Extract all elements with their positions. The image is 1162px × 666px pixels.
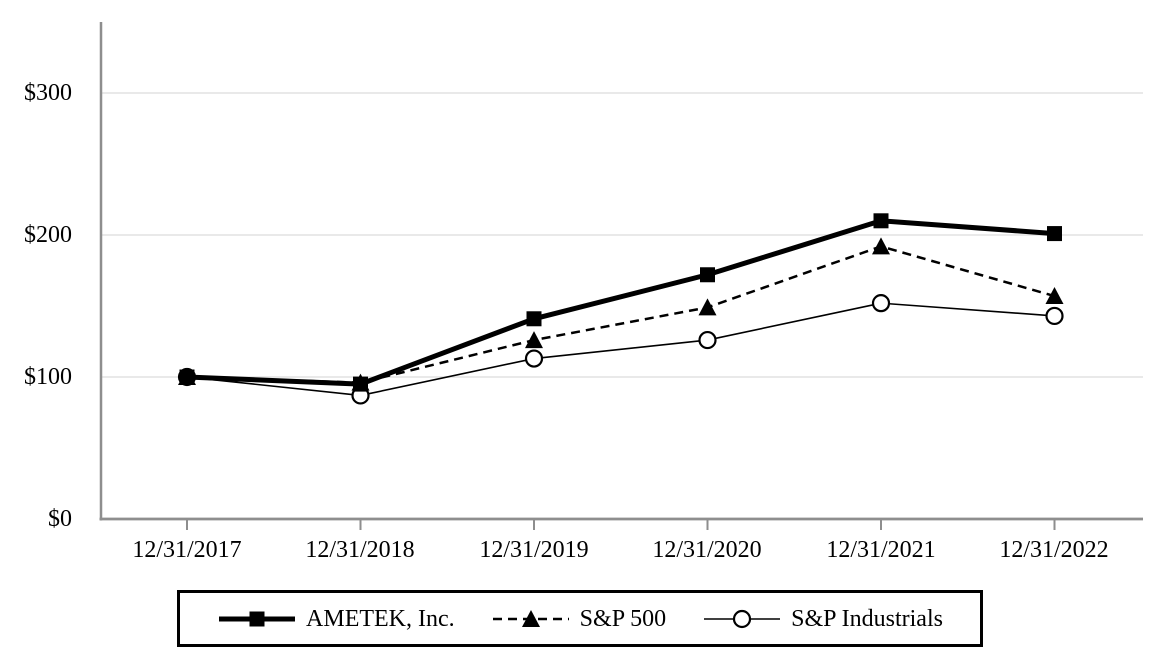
marker-triangle-4: [872, 237, 890, 255]
marker-square-4: [873, 213, 889, 229]
legend-label-sp-industrials: S&P Industrials: [791, 605, 943, 632]
series-line-ametek-inc: [186, 218, 1055, 387]
gridlines: [101, 92, 1143, 378]
y-axis-label-300: $300: [24, 80, 72, 106]
x-axis-label-2022: 12/31/2022: [999, 537, 1109, 563]
x-axis-label-2017: 12/31/2017: [132, 537, 242, 563]
marker-square-3: [700, 267, 715, 283]
series-ametek-inc: [179, 213, 1062, 392]
x-axis-label-2019: 12/31/2019: [479, 537, 589, 563]
legend-label-sp500: S&P 500: [579, 605, 667, 632]
series-s-p-500: [178, 237, 1064, 391]
legend-item-ametek: AMETEK, Inc.: [217, 606, 455, 632]
legend-item-sp500: S&P 500: [491, 606, 666, 632]
marker-circle-3: [698, 330, 717, 350]
series-line-s-p-500: [186, 245, 1055, 384]
marker-triangle-2: [525, 331, 543, 349]
marker-triangle-5: [1045, 287, 1064, 305]
marker-square-2: [526, 311, 542, 327]
marker-circle-2: [524, 349, 544, 368]
legend: AMETEK, Inc. S&P 500 S&P Industrials: [177, 590, 983, 647]
y-axis-label-200: $200: [24, 222, 72, 248]
y-axis-label-100: $100: [24, 364, 72, 390]
legend-label-ametek: AMETEK, Inc.: [306, 605, 455, 632]
marker-square-0: [179, 369, 195, 385]
x-axis-label-2021: 12/31/2021: [826, 537, 936, 563]
axes: [99, 22, 1143, 530]
legend-sample-dashed-line-triangle-icon: [492, 609, 569, 627]
marker-square-5: [1047, 226, 1062, 242]
series-line-s-p-industrials: [186, 302, 1055, 397]
series-s-p-industrials: [177, 294, 1064, 405]
legend-sample-thin-line-circle-icon: [704, 609, 781, 628]
marker-circle-5: [1045, 306, 1064, 326]
x-axis-label-2020: 12/31/2020: [652, 537, 762, 563]
marker-triangle-3: [698, 298, 717, 316]
marker-circle-4: [871, 294, 891, 313]
legend-sample-thick-line-square-icon: [219, 611, 296, 626]
legend-item-sp-industrials: S&P Industrials: [702, 606, 943, 632]
x-axis-label-2018: 12/31/2018: [305, 537, 415, 563]
y-axis-label-0: $0: [48, 506, 72, 532]
marker-square-1: [353, 376, 368, 392]
